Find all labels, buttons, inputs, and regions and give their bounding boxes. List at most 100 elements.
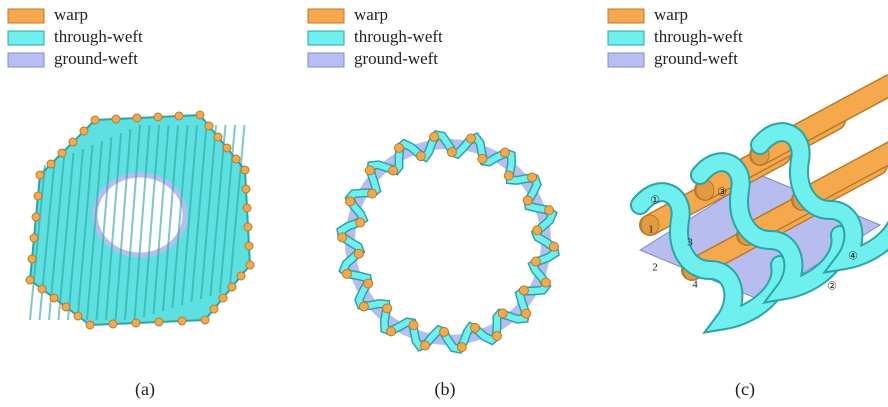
- legend-swatch: [608, 31, 644, 45]
- warp-section: [359, 302, 368, 311]
- warp-end: [244, 223, 252, 231]
- legend-label: ground-weft: [54, 49, 138, 68]
- legend-label: through-weft: [54, 27, 143, 46]
- circled-label: ④: [848, 251, 858, 263]
- warp-end: [50, 294, 58, 302]
- warp-section: [383, 304, 392, 313]
- warp-end: [223, 144, 231, 152]
- warp-yarn: [760, 85, 888, 155]
- warp-end: [246, 261, 254, 269]
- figure-canvas: warp through-weft ground-weft (a) warp throug…: [0, 0, 888, 407]
- warp-end: [91, 116, 99, 124]
- warp-end: [214, 133, 222, 141]
- warp-end: [109, 320, 117, 328]
- warp-end: [175, 112, 183, 120]
- warp-section: [338, 233, 347, 242]
- ring-elements: [338, 132, 559, 351]
- warp-end: [228, 283, 236, 291]
- warp-section: [356, 218, 365, 227]
- legend-label: through-weft: [654, 27, 743, 46]
- warp-end: [34, 192, 42, 200]
- warp-end: [242, 185, 250, 193]
- warp-end: [210, 305, 218, 313]
- warp-section: [421, 341, 430, 350]
- caption: (c): [735, 379, 755, 400]
- warp-section: [522, 309, 531, 318]
- legend-swatch: [608, 53, 644, 67]
- warp-section: [478, 154, 487, 163]
- warp-end: [62, 303, 70, 311]
- warp-end: [69, 138, 77, 146]
- warp-section: [531, 257, 540, 266]
- legend-label: warp: [354, 5, 388, 24]
- warp-section: [395, 143, 404, 152]
- number-label: 4: [692, 279, 698, 291]
- warp-section: [354, 249, 363, 258]
- warp-section: [440, 327, 449, 336]
- warp-end: [232, 155, 240, 163]
- legend-label: ground-weft: [354, 49, 438, 68]
- warp-end: [155, 318, 163, 326]
- circled-label: ③: [717, 187, 727, 199]
- warp-section: [416, 152, 425, 161]
- warp-end: [178, 317, 186, 325]
- warp-section: [523, 196, 532, 205]
- legend-swatch: [308, 9, 344, 23]
- warp-end: [32, 213, 40, 221]
- circled-label: ②: [827, 281, 837, 293]
- warp-section: [528, 173, 537, 182]
- legend-label: warp: [654, 5, 688, 24]
- warp-end: [243, 204, 251, 212]
- warp-section: [545, 206, 554, 215]
- warp-end: [47, 160, 55, 168]
- legend-swatch: [8, 31, 44, 45]
- warp-section: [346, 197, 355, 206]
- legend-swatch: [308, 31, 344, 45]
- legend-swatch: [608, 9, 644, 23]
- warp-end: [80, 127, 88, 135]
- warp-section: [389, 166, 398, 175]
- warp-end: [36, 171, 44, 179]
- warp-section: [492, 332, 501, 341]
- legend-label: warp: [54, 5, 88, 24]
- warp-section: [541, 278, 550, 287]
- legend-label: ground-weft: [654, 49, 738, 68]
- warp-end: [30, 234, 38, 242]
- warp-section: [471, 323, 480, 332]
- panel-a-drawing: [26, 111, 254, 329]
- warp-end: [132, 319, 140, 327]
- warp-section: [430, 132, 439, 141]
- warp-end: [154, 113, 162, 121]
- number-label: 2: [652, 262, 658, 274]
- warp-end: [58, 149, 66, 157]
- warp-section: [533, 226, 542, 235]
- warp-section: [365, 166, 374, 175]
- warp-section: [368, 189, 377, 198]
- warp-section: [387, 327, 396, 336]
- warp-section: [500, 148, 509, 157]
- warp-end: [201, 316, 209, 324]
- legend-swatch: [8, 53, 44, 67]
- caption: (b): [435, 379, 456, 400]
- legend-swatch: [8, 9, 44, 23]
- number-label: 1: [648, 224, 654, 236]
- circled-label: ①: [650, 195, 660, 207]
- warp-end: [241, 166, 249, 174]
- panel-b-drawing: [338, 132, 559, 351]
- warp-end: [112, 115, 120, 123]
- warp-section: [519, 286, 528, 295]
- warp-section: [457, 343, 466, 352]
- warp-section: [549, 242, 558, 251]
- legend-label: through-weft: [354, 27, 443, 46]
- warp-section: [466, 134, 475, 143]
- warp-end: [205, 122, 213, 130]
- warp-end: [74, 312, 82, 320]
- warp-section: [342, 269, 351, 278]
- warp-end: [38, 285, 46, 293]
- warp-end: [237, 272, 245, 280]
- figure: warp through-weft ground-weft (a) warp throug…: [0, 0, 888, 407]
- legend-swatch: [308, 53, 344, 67]
- number-label: 3: [687, 237, 693, 249]
- caption: (a): [135, 379, 155, 400]
- warp-section: [409, 321, 418, 330]
